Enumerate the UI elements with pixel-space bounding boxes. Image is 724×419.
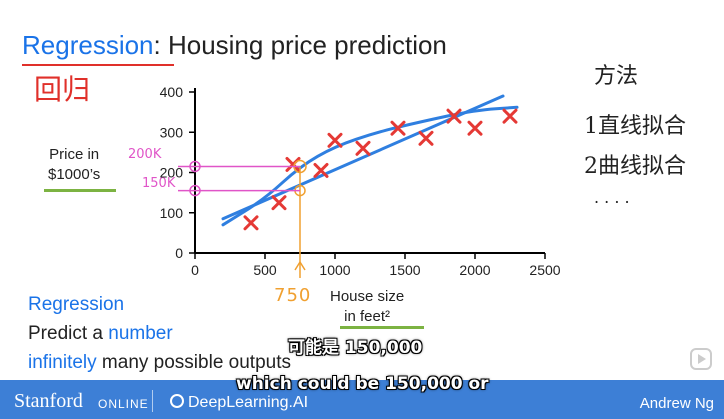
x-tick-label-2: 1000	[319, 262, 350, 278]
data-point-5	[355, 140, 371, 156]
handwritten-200k: 200K	[128, 147, 162, 162]
data-point-2	[285, 156, 301, 172]
data-point-6-stroke-1	[390, 120, 406, 136]
handwritten-method-line2: 2曲线拟合	[584, 154, 686, 179]
slide-title: Regression: Housing price prediction	[22, 30, 447, 61]
x-tick-label-3: 1500	[389, 262, 420, 278]
handwritten-750: 750	[274, 285, 312, 306]
y-axis-label-underline	[44, 189, 116, 192]
author-name: Andrew Ng	[639, 395, 714, 412]
y-tick-label-3: 300	[160, 124, 184, 140]
bullet-infinitely: infinitely many possible outputs	[28, 348, 291, 377]
handwritten-regression-cn: 回归	[34, 73, 91, 106]
fit-line-curve	[221, 105, 519, 227]
y-axis-label-line2: $1000’s	[48, 166, 101, 184]
x-axis-label-line2: in feet²	[344, 308, 391, 326]
footer-bar: Stanford ONLINE DeepLearning.AI Andrew N…	[0, 380, 724, 419]
data-point-5-stroke-1	[355, 140, 371, 156]
handwritten-method-title: 方法	[594, 64, 639, 89]
bullet-regression: Regression	[28, 294, 125, 315]
data-point-9-stroke-1	[467, 120, 483, 136]
handwritten-dots: . . . .	[594, 188, 630, 207]
data-point-10-stroke-1	[502, 108, 518, 124]
title-red-underline	[22, 64, 174, 66]
data-point-7-stroke-1	[418, 130, 434, 146]
y-tick-label-2: 200	[160, 165, 184, 181]
deeplearning-logo-icon	[170, 394, 184, 408]
data-point-1-stroke-1	[271, 195, 287, 211]
stanford-logo: Stanford	[14, 390, 83, 412]
y-tick-label-0: 0	[175, 245, 183, 261]
title-keyword: Regression	[22, 30, 154, 60]
handwritten-150k: 150K	[142, 176, 176, 191]
data-point-0-stroke-1	[243, 215, 259, 231]
data-point-1	[271, 195, 287, 211]
data-point-4-stroke-1	[327, 132, 343, 148]
y-tick-label-1: 100	[160, 205, 184, 221]
data-point-9	[467, 120, 483, 136]
bullet-infinitely-rest: many possible outputs	[96, 352, 291, 373]
title-rest: : Housing price prediction	[153, 30, 447, 60]
data-point-8	[446, 108, 462, 124]
data-point-0	[243, 215, 259, 231]
bullet-predict: Predict a number	[28, 319, 291, 348]
x-tick-label-5: 2500	[529, 262, 560, 278]
data-point-8-stroke-1	[446, 108, 462, 124]
x-axis-label: House size in feet²	[330, 287, 404, 328]
x-tick-label-4: 2000	[459, 262, 490, 278]
pink-marker-150k	[189, 184, 201, 197]
footer-divider	[152, 390, 153, 412]
data-point-3	[313, 162, 329, 178]
x-axis-label-line1: House size	[330, 288, 405, 305]
y-tick-label-4: 400	[160, 84, 184, 100]
subtitle-cn: 可能是 150,000	[288, 338, 423, 358]
data-point-6	[390, 120, 406, 136]
data-point-10	[502, 108, 518, 124]
x-axis-label-underline	[340, 326, 424, 329]
subtitle-en: which could be 150,000 or	[236, 374, 489, 394]
data-point-3-stroke-1	[313, 162, 329, 178]
data-point-7	[418, 130, 434, 146]
play-icon[interactable]	[690, 348, 712, 370]
data-point-4	[327, 132, 343, 148]
x-tick-label-0: 0	[191, 262, 199, 278]
bullet-predict-prefix: Predict a	[28, 323, 109, 344]
x-tick-label-1: 500	[253, 262, 277, 278]
y-axis-label-line1: Price in	[49, 146, 100, 163]
bullet-list: Regression Predict a number infinitely m…	[28, 290, 291, 377]
bullet-predict-kw: number	[108, 323, 173, 344]
handwritten-method-line1: 1直线拟合	[584, 114, 686, 139]
query-arrow-icon	[294, 260, 306, 271]
bullet-infinitely-kw: infinitely	[28, 352, 97, 373]
deeplearning-label: DeepLearning.AI	[188, 394, 309, 411]
online-label: ONLINE	[98, 397, 149, 411]
y-axis-label: Price in $1000’s	[48, 145, 100, 186]
pink-marker-200k	[189, 160, 201, 173]
